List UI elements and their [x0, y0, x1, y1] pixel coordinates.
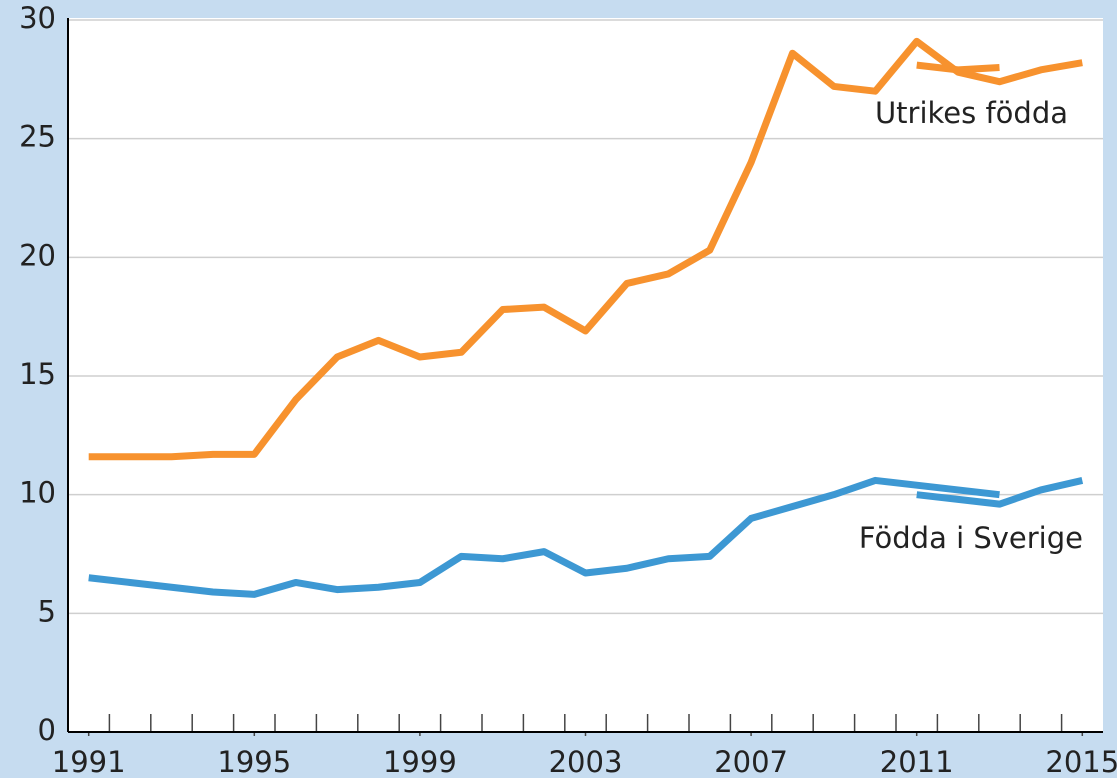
line-series [88, 476, 1000, 598]
line-series [916, 477, 1084, 508]
line-series [916, 61, 1000, 74]
line-series [88, 37, 1083, 461]
x-tick-label: 2007 [714, 745, 788, 778]
y-tick-label: 20 [19, 238, 56, 272]
y-tick-label: 0 [38, 713, 56, 747]
y-tick-label: 15 [19, 357, 56, 391]
x-tick-label: 2003 [549, 745, 623, 778]
y-tick-label: 10 [19, 476, 56, 510]
y-tick-label: 30 [19, 1, 56, 35]
series-label: Födda i Sverige [859, 521, 1083, 555]
y-tick-label: 25 [19, 120, 56, 154]
y-tick-label: 5 [38, 594, 56, 628]
x-tick-label: 1991 [52, 745, 126, 778]
x-tick-label: 1995 [217, 745, 291, 778]
series-label: Utrikes födda [875, 96, 1068, 130]
x-tick-label: 2011 [880, 745, 954, 778]
x-tick-label: 2015 [1045, 745, 1117, 778]
x-tick-label: 1999 [383, 745, 457, 778]
